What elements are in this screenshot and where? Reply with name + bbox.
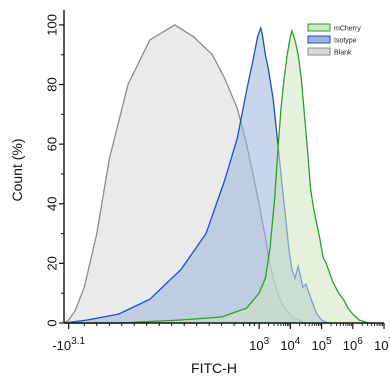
x-tick-label: 104	[280, 336, 300, 353]
y-tick-label: 40	[44, 197, 59, 211]
legend: mCherry Isotype Blank	[307, 23, 361, 57]
x-tick-label: 103	[249, 336, 269, 353]
legend-swatch-mcherry	[307, 23, 331, 32]
x-tick-label: 107	[374, 336, 390, 353]
series-area-mcherry	[64, 30, 369, 324]
x-tick-label: -103.1	[52, 336, 85, 353]
x-tick-label: 106	[343, 336, 363, 353]
y-axis-title: Count (%)	[9, 138, 25, 201]
plot-area	[63, 24, 369, 324]
legend-label-mcherry: mCherry	[334, 26, 361, 33]
legend-label-blank: Blank	[334, 50, 352, 57]
y-tick-label: 0	[44, 319, 59, 326]
series-line-mcherry	[64, 28, 369, 324]
y-tick-label: 60	[44, 137, 59, 151]
x-tick-label: 105	[312, 336, 332, 353]
legend-label-isotype: Isotype	[334, 38, 357, 45]
y-tick-label: 80	[44, 77, 59, 91]
legend-swatch-isotype	[307, 35, 331, 44]
axes: 0 20 40 60 80 100 -103.1 103 104 105 106 107	[44, 10, 390, 353]
y-tick-label: 20	[44, 256, 59, 270]
legend-swatch-blank	[307, 47, 331, 56]
series-area-isotype	[64, 27, 328, 324]
y-tick-label: 100	[44, 14, 59, 36]
x-axis-title: FITC-H	[191, 360, 237, 376]
